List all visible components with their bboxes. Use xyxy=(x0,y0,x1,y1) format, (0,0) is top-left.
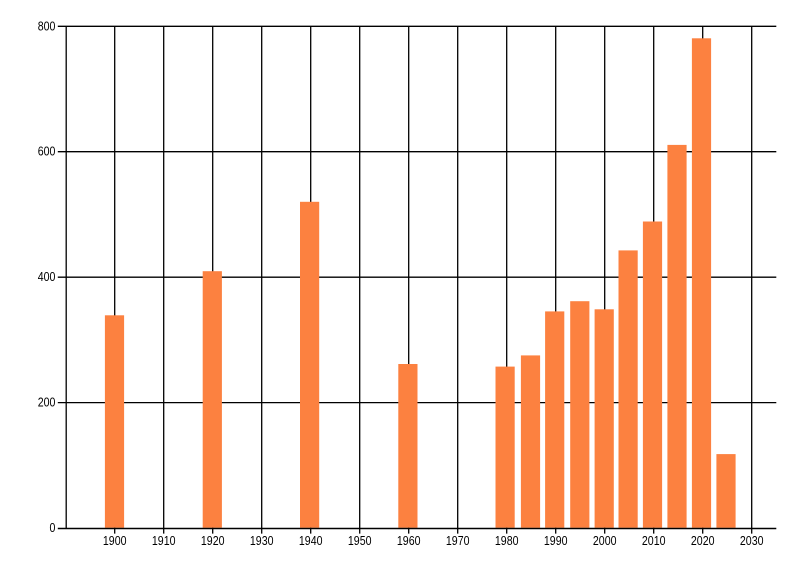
svg-text:400: 400 xyxy=(38,270,56,284)
svg-text:2030: 2030 xyxy=(740,534,764,548)
svg-text:1990: 1990 xyxy=(544,534,568,548)
svg-text:1930: 1930 xyxy=(250,534,274,548)
svg-text:1970: 1970 xyxy=(446,534,470,548)
svg-text:2020: 2020 xyxy=(691,534,715,548)
svg-text:2010: 2010 xyxy=(642,534,666,548)
svg-text:800: 800 xyxy=(38,19,56,33)
svg-text:1920: 1920 xyxy=(201,534,225,548)
svg-text:1980: 1980 xyxy=(495,534,519,548)
svg-text:600: 600 xyxy=(38,145,56,159)
svg-text:1950: 1950 xyxy=(348,534,372,548)
svg-text:200: 200 xyxy=(38,396,56,410)
svg-text:2000: 2000 xyxy=(593,534,617,548)
svg-text:1900: 1900 xyxy=(103,534,127,548)
svg-text:1960: 1960 xyxy=(397,534,421,548)
svg-text:0: 0 xyxy=(49,521,55,535)
svg-text:1940: 1940 xyxy=(299,534,323,548)
svg-text:1910: 1910 xyxy=(152,534,176,548)
